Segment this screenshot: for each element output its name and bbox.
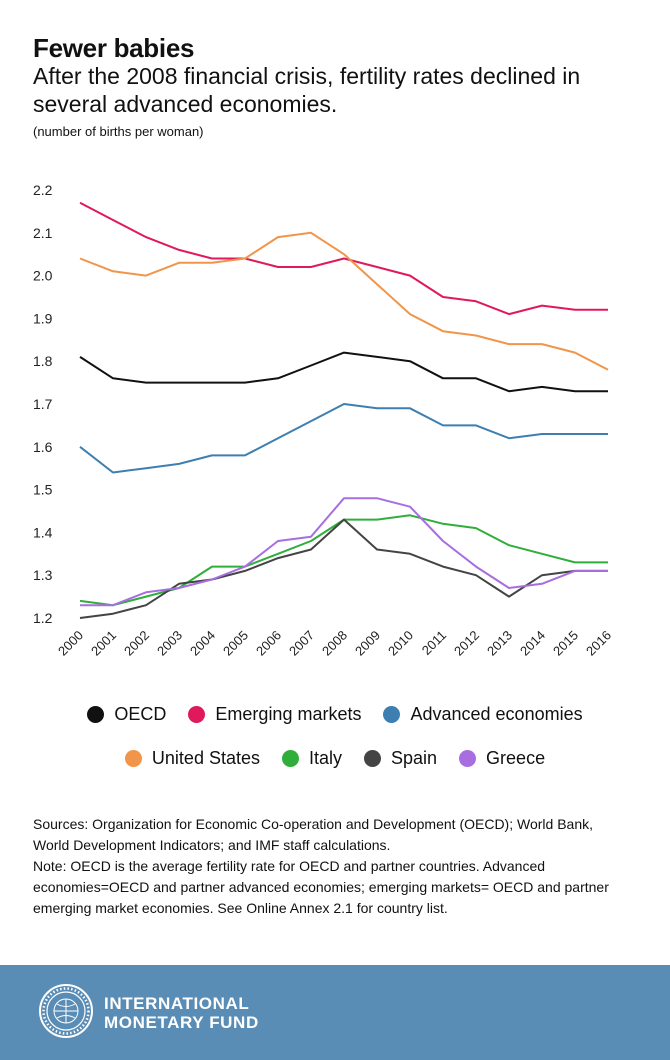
y-tick-label: 1.7: [33, 396, 53, 412]
legend-label: United States: [151, 748, 260, 768]
legend-item-advanced-economies: Advanced economies: [383, 704, 583, 725]
legend-swatch: [87, 706, 105, 723]
chart-subtitle: After the 2008 financial crisis, fertili…: [33, 63, 581, 117]
legend-swatch: [124, 750, 142, 767]
legend-label: Emerging markets: [215, 704, 362, 724]
x-tick-label: 2004: [187, 628, 218, 659]
x-tick-label: 2006: [253, 628, 284, 659]
legend-item-oecd: OECD: [87, 704, 166, 725]
series-line-united-states: [79, 231, 609, 371]
legend-label: OECD: [114, 704, 167, 724]
series-line-oecd: [79, 351, 608, 393]
x-tick-label: 2002: [121, 628, 152, 659]
x-tick-label: 2013: [484, 628, 515, 659]
footer-bar: INTERNATIONAL MONETARY FUND: [0, 965, 670, 1060]
x-tick-label: 2009: [352, 628, 383, 659]
legend-swatch: [383, 706, 401, 723]
imf-seal-icon: [39, 984, 93, 1038]
note-text: Note: OECD is the average fertility rate…: [33, 858, 609, 916]
chart-unit-label: (number of births per woman): [33, 124, 204, 139]
legend-swatch: [364, 750, 381, 767]
y-tick-label: 2.0: [33, 268, 53, 284]
y-tick-label: 1.9: [33, 310, 53, 326]
y-tick-label: 2.1: [33, 225, 53, 241]
y-tick-label: 1.6: [33, 439, 53, 455]
legend-label: Spain: [391, 748, 438, 768]
x-tick-label: 2005: [220, 628, 251, 659]
x-tick-label: 2000: [55, 628, 86, 659]
series-line-advanced-economies: [79, 403, 608, 474]
legend-swatch: [281, 750, 299, 767]
legend-item-emerging-markets: Emerging markets: [188, 704, 361, 725]
legend-item-spain: Spain: [364, 748, 437, 769]
x-tick-label: 2016: [583, 628, 614, 659]
y-tick-label: 1.3: [33, 567, 53, 583]
y-tick-label: 1.2: [33, 610, 53, 626]
x-tick-label: 2007: [286, 628, 317, 659]
series-line-greece: [80, 497, 608, 607]
org-name: INTERNATIONAL MONETARY FUND: [104, 994, 259, 1032]
legend-item-italy: Italy: [281, 748, 342, 769]
notes-block: Sources: Organization for Economic Co-op…: [33, 814, 633, 919]
legend-label: Italy: [308, 748, 342, 768]
x-tick-label: 2008: [319, 628, 350, 659]
y-tick-label: 2.2: [33, 182, 53, 198]
sources-text: Sources: Organization for Economic Co-op…: [33, 816, 593, 853]
org-name-line2: MONETARY FUND: [104, 1013, 259, 1032]
x-tick-label: 2012: [451, 628, 482, 659]
legend-label: Greece: [486, 748, 546, 768]
series-line-emerging-markets: [79, 201, 608, 316]
x-tick-label: 2011: [419, 628, 449, 658]
y-tick-label: 1.4: [33, 524, 53, 540]
x-tick-label: 2010: [385, 628, 416, 659]
x-tick-label: 2001: [88, 628, 119, 659]
x-tick-label: 2014: [517, 628, 548, 659]
legend-item-greece: Greece: [459, 748, 545, 769]
chart-title: Fewer babies: [33, 33, 195, 63]
legend-row-2: United States Italy Spain Greece: [0, 748, 670, 769]
series-line-spain: [79, 518, 608, 619]
org-name-line1: INTERNATIONAL: [104, 994, 250, 1013]
y-tick-label: 1.5: [33, 482, 53, 498]
legend-label: Advanced economies: [410, 704, 583, 724]
x-tick-label: 2003: [154, 628, 185, 659]
legend-swatch: [459, 750, 477, 767]
legend-row-1: OECD Emerging markets Advanced economies: [0, 704, 670, 725]
legend-swatch: [188, 706, 206, 723]
series-line-italy: [79, 514, 608, 607]
legend-item-united-states: United States: [124, 748, 260, 769]
y-tick-label: 1.8: [33, 353, 53, 369]
x-tick-label: 2015: [550, 628, 581, 659]
